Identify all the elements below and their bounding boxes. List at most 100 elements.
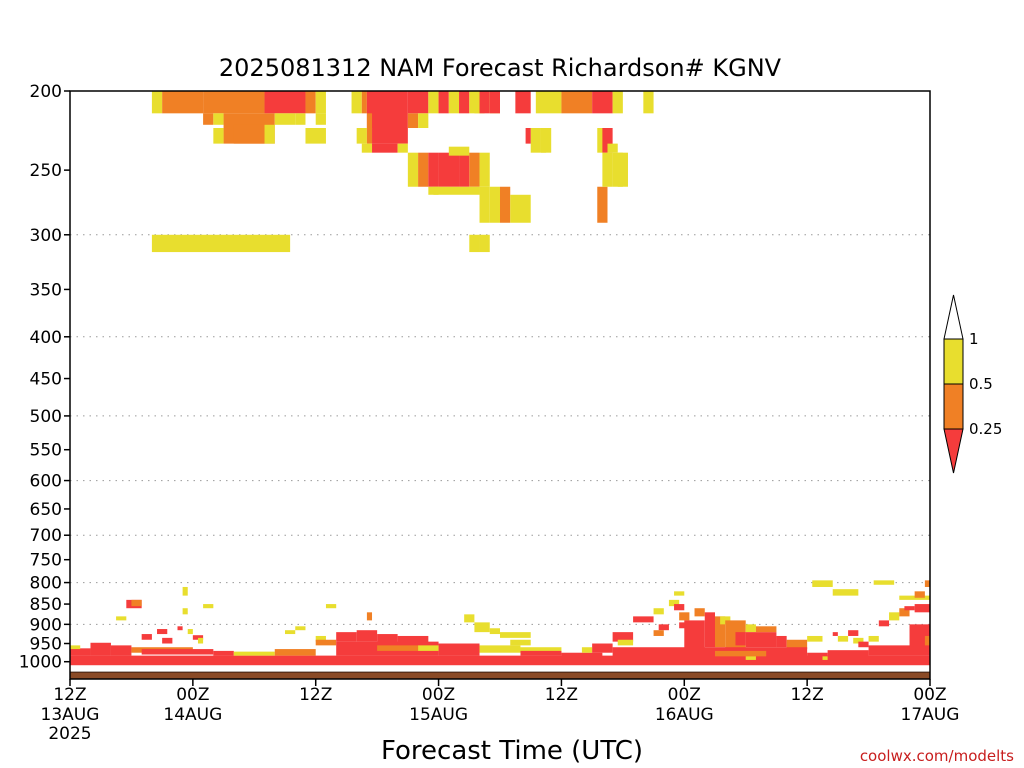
ri-cell-79 [157, 629, 168, 635]
ri-cell-38 [407, 113, 419, 129]
ri-cell-132 [704, 612, 715, 648]
ri-cell-52 [428, 152, 439, 187]
ri-cell-20 [428, 91, 439, 114]
ri-cell-61 [489, 186, 500, 223]
ri-cell-81 [162, 637, 173, 644]
ri-cell-34 [643, 91, 654, 114]
ri-cell-19 [407, 91, 429, 114]
ri-cell-165 [868, 645, 930, 656]
ri-cell-158 [904, 606, 915, 611]
ri-cell-161 [914, 591, 925, 598]
y-tick-label-950: 950 [30, 635, 62, 655]
ri-cell-9 [274, 113, 296, 125]
ri-cell-93 [274, 649, 316, 656]
colorbar-label-0: 1 [969, 330, 979, 348]
ri-cell-145 [745, 656, 756, 660]
ri-cell-51 [418, 152, 429, 187]
y-tick-label-200: 200 [30, 82, 62, 102]
richardson-cells [70, 91, 930, 666]
ri-cell-98 [315, 639, 337, 646]
ri-cell-133 [715, 616, 726, 648]
ri-cell-101 [366, 612, 373, 621]
ri-cell-111 [510, 639, 531, 646]
ri-cell-147 [822, 656, 828, 660]
ri-cell-70 [479, 234, 490, 253]
x-tick-date-5: 16AUG [655, 705, 714, 725]
colorbar: 1 0.5 0.25 [943, 294, 1002, 474]
ri-cell-130 [684, 620, 705, 653]
colorbar-label-2: 0.25 [969, 420, 1002, 438]
gridlines [70, 234, 930, 625]
ri-cell-12 [233, 124, 265, 144]
ri-cell-33 [612, 91, 623, 114]
ri-cell-143 [612, 647, 808, 660]
ri-cell-76 [116, 616, 127, 621]
ri-cell-78 [131, 599, 142, 607]
ri-cell-168 [873, 580, 895, 585]
ri-cell-60 [479, 186, 490, 223]
ri-cell-62 [500, 186, 511, 223]
y-tick-label-450: 450 [30, 370, 62, 390]
colorbar-band-orange [943, 383, 964, 430]
ri-cell-75 [110, 645, 132, 656]
x-tick-label-2: 12Z [299, 685, 332, 705]
ri-cell-152 [853, 637, 864, 644]
y-tick-label-900: 900 [30, 615, 62, 635]
ri-cell-124 [653, 630, 664, 636]
y-tick-label-800: 800 [30, 574, 62, 594]
x-tick-label-7: 00Z [913, 685, 946, 705]
ri-cell-29 [515, 91, 531, 114]
ri-cell-13 [264, 124, 275, 144]
ri-cell-30 [535, 91, 562, 114]
ri-cell-3 [264, 91, 306, 114]
ri-cell-150 [837, 635, 849, 642]
ri-cell-115 [520, 650, 562, 656]
y-tick-label-850: 850 [30, 595, 62, 615]
ground-layer [70, 671, 930, 679]
y-tick-label-400: 400 [30, 328, 62, 348]
x-tick-date-1: 14AUG [163, 705, 222, 725]
ri-cell-37 [372, 128, 408, 144]
ri-cell-15 [213, 128, 224, 144]
y-tick-label-700: 700 [30, 526, 62, 546]
ri-cell-10 [295, 113, 306, 125]
y-tick-label-350: 350 [30, 280, 62, 300]
ri-cell-160 [899, 595, 930, 600]
ri-cell-43 [530, 128, 541, 153]
ri-cell-113 [479, 645, 521, 653]
ri-cell-154 [868, 635, 879, 642]
ri-cell-123 [658, 624, 669, 631]
ri-cell-68 [151, 234, 291, 253]
colorbar-band-yellow [943, 338, 964, 385]
ri-cell-67 [612, 152, 623, 187]
ri-cell-63 [510, 194, 531, 223]
y-tick-label-250: 250 [30, 161, 62, 181]
ground-surface [70, 672, 930, 679]
x-tick-label-3: 00Z [422, 685, 455, 705]
ri-cell-121 [633, 616, 654, 623]
ri-cell-144 [715, 650, 767, 657]
ri-cell-142 [807, 635, 823, 642]
ri-cell-151 [848, 630, 859, 636]
ri-cell-11 [315, 113, 326, 125]
ri-cell-167 [832, 589, 859, 596]
ri-cell-125 [668, 599, 680, 607]
ri-cell-31 [561, 91, 593, 114]
ri-cell-14 [305, 128, 326, 144]
ri-cell-21 [438, 91, 449, 114]
plot-frame [69, 90, 931, 680]
ri-cell-56 [479, 152, 490, 187]
ri-cell-54 [459, 152, 470, 187]
ri-cell-71 [70, 655, 930, 666]
x-axis-label: Forecast Time (UTC) [381, 736, 643, 766]
ri-cell-108 [474, 622, 490, 633]
ri-cell-107 [464, 614, 475, 623]
ri-cell-17 [361, 91, 367, 114]
x-tick-year-0: 2025 [48, 724, 91, 744]
ri-cell-83 [182, 586, 188, 596]
ri-cell-97 [315, 635, 326, 642]
colorbar-over-triangle [943, 294, 964, 340]
ri-cell-155 [878, 620, 890, 627]
ri-cell-90 [141, 649, 214, 655]
ri-cell-100 [356, 630, 378, 642]
